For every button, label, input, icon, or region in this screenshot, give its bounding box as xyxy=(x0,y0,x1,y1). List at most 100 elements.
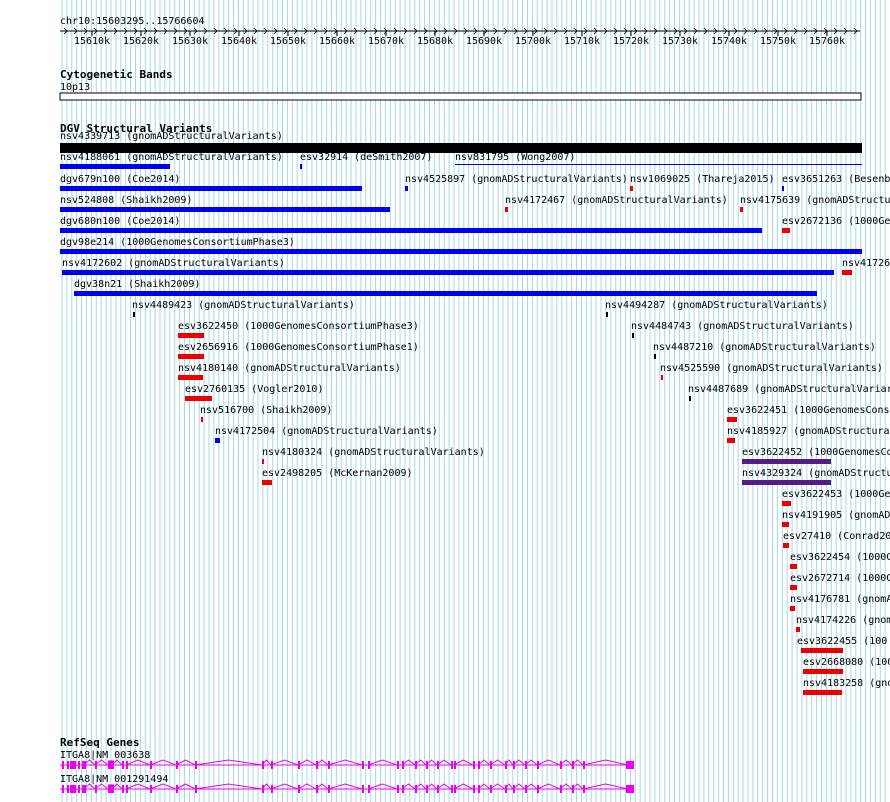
dgv-feature-bar[interactable] xyxy=(801,648,843,653)
dgv-feature[interactable]: nsv4185927 (gnomADStructura xyxy=(727,426,890,443)
dgv-feature-bar[interactable] xyxy=(803,690,842,695)
refseq-transcript[interactable]: ITGA8|NM_001291494 xyxy=(60,774,634,793)
dgv-feature-bar[interactable] xyxy=(783,543,789,548)
dgv-feature-label[interactable]: nsv4339713 (gnomADStructuralVariants) xyxy=(60,131,283,142)
dgv-feature-label[interactable]: esv2656916 (1000GenomesConsortiumPhase1) xyxy=(178,342,419,353)
dgv-feature[interactable]: nsv4172467 (gnomADStructuralVariants) xyxy=(505,195,728,212)
dgv-feature[interactable]: nsv41726 xyxy=(842,258,890,275)
dgv-feature[interactable]: dgv38n21 (Shaikh2009) xyxy=(74,279,817,296)
dgv-feature[interactable]: nsv516700 (Shaikh2009) xyxy=(200,405,332,422)
dgv-feature[interactable]: esv27410 (Conrad20 xyxy=(783,531,890,548)
dgv-feature[interactable]: nsv831795 (Wong2007) xyxy=(455,152,862,165)
dgv-feature[interactable]: esv3622451 (1000GenomesConso xyxy=(727,405,890,422)
dgv-feature-bar[interactable] xyxy=(742,480,831,485)
dgv-feature-label[interactable]: nsv4172504 (gnomADStructuralVariants) xyxy=(215,426,438,437)
dgv-feature-label[interactable]: esv27410 (Conrad20 xyxy=(783,531,890,542)
dgv-feature-label[interactable]: nsv4487689 (gnomADStructuralVariar xyxy=(688,384,890,395)
refseq-transcript-label[interactable]: ITGA8|NM_003638 xyxy=(60,750,150,761)
dgv-feature-label[interactable]: esv3622450 (1000GenomesConsortiumPhase3) xyxy=(178,321,419,332)
dgv-feature-label[interactable]: esv3622451 (1000GenomesConso xyxy=(727,405,890,416)
dgv-feature-label[interactable]: nsv4175639 (gnomADStructu xyxy=(740,195,890,206)
dgv-feature-label[interactable]: esv3622452 (1000GenomesCo xyxy=(742,447,890,458)
dgv-feature-bar[interactable] xyxy=(782,501,791,506)
dgv-feature-bar[interactable] xyxy=(654,354,656,359)
dgv-feature-bar[interactable] xyxy=(133,312,135,317)
dgv-feature-label[interactable]: nsv4494287 (gnomADStructuralVariants) xyxy=(605,300,828,311)
dgv-feature[interactable]: dgv679n100 (Coe2014) xyxy=(60,174,362,191)
dgv-feature-label[interactable]: nsv4176781 (gnomA xyxy=(790,594,890,605)
dgv-feature-label[interactable]: esv32914 (deSmith2007) xyxy=(300,152,432,163)
dgv-feature[interactable]: esv32914 (deSmith2007) xyxy=(300,152,432,169)
dgv-feature[interactable]: nsv4489423 (gnomADStructuralVariants) xyxy=(132,300,355,317)
dgv-feature[interactable]: esv3622453 (1000Ge xyxy=(782,489,890,506)
dgv-feature-label[interactable]: nsv4180140 (gnomADStructuralVariants) xyxy=(178,363,401,374)
dgv-feature[interactable]: esv2672714 (1000G xyxy=(790,573,890,590)
dgv-feature-label[interactable]: esv2668080 (100 xyxy=(803,657,890,668)
dgv-feature[interactable]: esv2498205 (McKernan2009) xyxy=(262,468,413,485)
dgv-feature-bar[interactable] xyxy=(62,270,834,275)
dgv-feature-bar[interactable] xyxy=(689,396,691,401)
dgv-feature-label[interactable]: dgv679n100 (Coe2014) xyxy=(60,174,180,185)
dgv-feature[interactable]: nsv524808 (Shaikh2009) xyxy=(60,195,390,212)
dgv-feature[interactable]: nsv4525590 (gnomADStructuralVariants) xyxy=(660,363,883,380)
dgv-feature-label[interactable]: nsv4525590 (gnomADStructuralVariants) xyxy=(660,363,883,374)
dgv-feature-bar[interactable] xyxy=(782,228,790,233)
dgv-feature-bar[interactable] xyxy=(742,459,831,464)
dgv-title[interactable]: DGV Structural Variants xyxy=(60,122,212,135)
dgv-feature-bar[interactable] xyxy=(300,164,302,169)
dgv-feature-bar[interactable] xyxy=(262,459,264,464)
dgv-feature-bar[interactable] xyxy=(632,333,634,338)
dgv-feature-bar[interactable] xyxy=(727,417,737,422)
dgv-feature-bar[interactable] xyxy=(178,333,204,338)
dgv-feature[interactable]: nsv4329324 (gnomADStructu xyxy=(742,468,890,485)
dgv-feature[interactable]: esv2760135 (Vogler2010) xyxy=(185,384,323,401)
dgv-feature-bar[interactable] xyxy=(60,186,362,191)
dgv-feature[interactable]: esv2672136 (1000Ge xyxy=(782,216,890,233)
dgv-feature[interactable]: nsv4175639 (gnomADStructu xyxy=(740,195,890,212)
dgv-feature-label[interactable]: esv3622455 (100 xyxy=(797,636,887,647)
dgv-feature[interactable]: esv3651263 (Besenb xyxy=(782,174,890,191)
dgv-feature-label[interactable]: nsv41726 xyxy=(842,258,890,269)
dgv-feature-bar[interactable] xyxy=(60,249,862,254)
dgv-feature[interactable]: nsv4191905 (gnomAD xyxy=(782,510,890,527)
dgv-feature-bar[interactable] xyxy=(201,417,203,422)
dgv-feature[interactable]: nsv4484743 (gnomADStructuralVariants) xyxy=(631,321,854,338)
dgv-feature-bar[interactable] xyxy=(262,480,272,485)
dgv-feature-label[interactable]: nsv4188061 (gnomADStructuralVariants) xyxy=(60,152,283,163)
dgv-feature[interactable]: nsv4176781 (gnomA xyxy=(790,594,890,611)
dgv-feature[interactable]: dgv680n100 (Coe2014) xyxy=(60,216,762,233)
dgv-feature-label[interactable]: nsv4329324 (gnomADStructu xyxy=(742,468,890,479)
dgv-feature-bar[interactable] xyxy=(790,585,797,590)
dgv-feature-label[interactable]: nsv4183258 (gno xyxy=(803,678,890,689)
dgv-feature-label[interactable]: esv3622453 (1000Ge xyxy=(782,489,890,500)
dgv-feature[interactable]: nsv4183258 (gno xyxy=(803,678,890,695)
dgv-feature-bar[interactable] xyxy=(60,164,170,169)
dgv-feature[interactable]: nsv4172602 (gnomADStructuralVariants) xyxy=(62,258,834,275)
dgv-feature-label[interactable]: nsv831795 (Wong2007) xyxy=(455,152,575,163)
dgv-feature-label[interactable]: nsv4172467 (gnomADStructuralVariants) xyxy=(505,195,728,206)
refseq-transcript-label[interactable]: ITGA8|NM_001291494 xyxy=(60,774,168,785)
dgv-feature[interactable]: nsv1069025 (Thareja2015) xyxy=(630,174,775,191)
dgv-feature-label[interactable]: nsv4489423 (gnomADStructuralVariants) xyxy=(132,300,355,311)
dgv-feature[interactable]: nsv4525897 (gnomADStructuralVariants) xyxy=(405,174,628,191)
dgv-feature-label[interactable]: dgv98e214 (1000GenomesConsortiumPhase3) xyxy=(60,237,295,248)
cytoband-title[interactable]: Cytogenetic Bands xyxy=(60,68,173,81)
dgv-feature-bar[interactable] xyxy=(178,354,204,359)
dgv-feature-bar[interactable] xyxy=(505,207,508,212)
dgv-feature[interactable]: nsv4174226 (gnom xyxy=(796,615,890,632)
dgv-feature-label[interactable]: nsv524808 (Shaikh2009) xyxy=(60,195,192,206)
dgv-feature-bar[interactable] xyxy=(782,186,784,191)
dgv-feature-bar[interactable] xyxy=(790,564,797,569)
refseq-title[interactable]: RefSeq Genes xyxy=(60,736,139,749)
dgv-feature-label[interactable]: esv3651263 (Besenb xyxy=(782,174,890,185)
dgv-feature-bar[interactable] xyxy=(178,375,203,380)
dgv-feature-bar[interactable] xyxy=(185,396,212,401)
dgv-feature-label[interactable]: esv2672714 (1000G xyxy=(790,573,890,584)
dgv-feature-bar[interactable] xyxy=(455,164,862,165)
dgv-feature-bar[interactable] xyxy=(796,627,800,632)
dgv-feature-bar[interactable] xyxy=(782,522,789,527)
dgv-feature-label[interactable]: nsv4172602 (gnomADStructuralVariants) xyxy=(62,258,285,269)
dgv-feature-label[interactable]: nsv4191905 (gnomAD xyxy=(782,510,890,521)
dgv-feature[interactable]: esv3622454 (1000G xyxy=(790,552,890,569)
dgv-feature[interactable]: nsv4172504 (gnomADStructuralVariants) xyxy=(215,426,438,443)
